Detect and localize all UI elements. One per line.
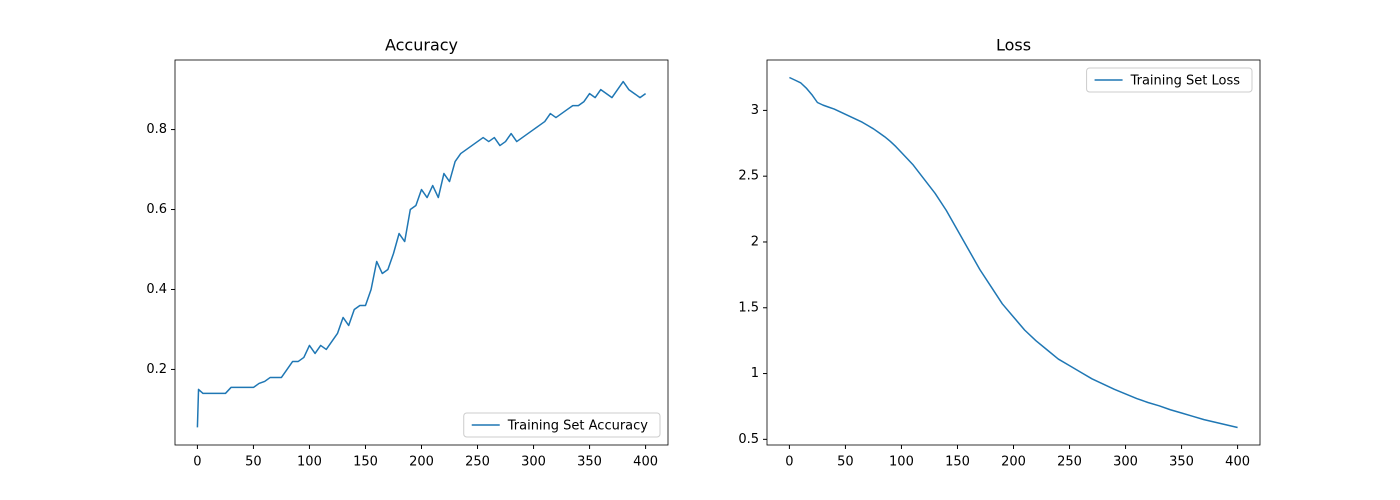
x-tick-label: 150 [353, 455, 378, 470]
legend-box [1086, 67, 1253, 93]
x-tick-label: 100 [297, 455, 322, 470]
chart-title: Accuracy [385, 36, 458, 55]
data-line [789, 76, 1238, 429]
legend: Training Set Loss [1086, 67, 1253, 93]
x-tick-label: 50 [837, 455, 854, 470]
x-tick-label: 300 [521, 455, 546, 470]
x-tick-label: 200 [1001, 455, 1026, 470]
x-tick-label: 300 [1113, 455, 1138, 470]
x-tick-label: 400 [633, 455, 658, 470]
y-tick-label: 0.8 [146, 122, 167, 137]
x-tick-label: 100 [889, 455, 914, 470]
axes-frame [174, 59, 669, 446]
axes-frame [766, 59, 1261, 446]
x-tick-label: 0 [785, 455, 793, 470]
x-tick-label: 0 [193, 455, 201, 470]
y-tick-label: 2 [751, 234, 759, 249]
x-tick-label: 400 [1225, 455, 1250, 470]
x-tick-label: 200 [409, 455, 434, 470]
x-tick-label: 250 [465, 455, 490, 470]
y-tick-label: 1.5 [738, 300, 759, 315]
legend-label: Training Set Loss [1130, 74, 1241, 89]
y-tick-label: 3 [751, 103, 759, 118]
legend-box [463, 412, 661, 438]
chart-title: Loss [996, 36, 1031, 55]
x-tick-label: 350 [577, 455, 602, 470]
legend-label: Training Set Accuracy [507, 419, 649, 434]
y-tick-label: 0.5 [738, 432, 759, 447]
legend: Training Set Accuracy [463, 412, 661, 438]
y-tick-label: 1 [751, 366, 759, 381]
x-tick-label: 50 [245, 455, 262, 470]
y-tick-label: 0.4 [146, 282, 167, 297]
x-tick-label: 150 [945, 455, 970, 470]
y-tick-label: 0.6 [146, 202, 167, 217]
y-tick-label: 2.5 [738, 169, 759, 184]
x-tick-label: 250 [1057, 455, 1082, 470]
data-line [196, 80, 647, 428]
y-tick-label: 0.2 [146, 362, 167, 377]
x-tick-label: 350 [1169, 455, 1194, 470]
